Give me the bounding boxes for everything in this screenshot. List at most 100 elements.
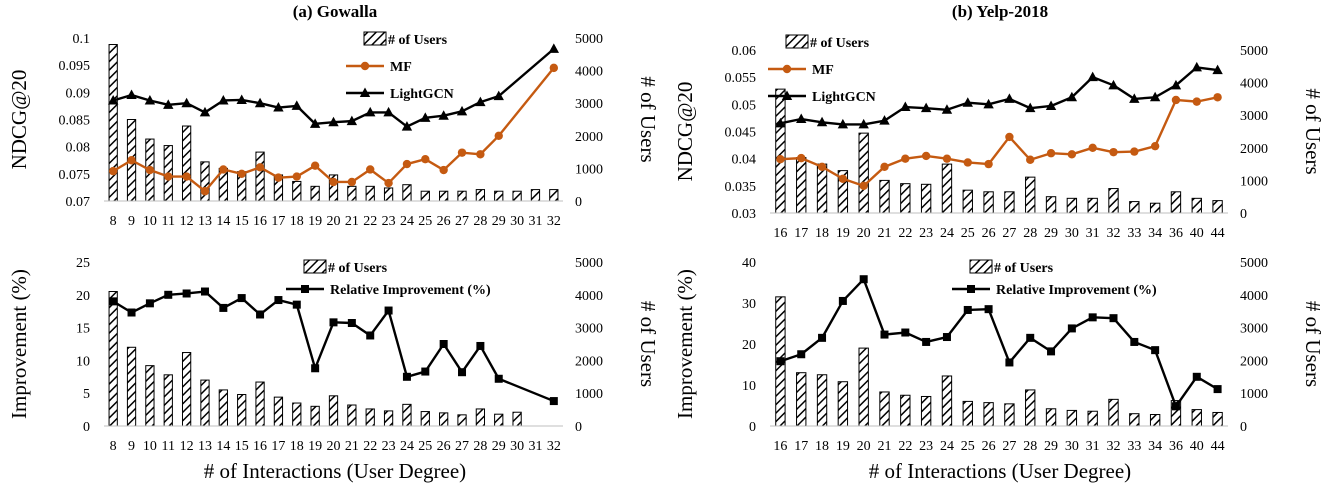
users-bar: [126, 346, 137, 427]
series-marker: [310, 161, 320, 170]
series-marker: [880, 162, 889, 172]
x-tick-label: 33: [1127, 226, 1141, 241]
users-bar: [439, 412, 449, 427]
users-bar: [983, 191, 994, 214]
users-bar: [775, 88, 786, 214]
y-tick-label: 0.08: [66, 141, 91, 156]
legend-label: # of Users: [810, 36, 870, 51]
y2-tick-label: 1000: [1240, 387, 1268, 402]
series-marker: [1213, 93, 1222, 102]
y-tick-label: 0.04: [732, 153, 757, 168]
x-tick-label: 12: [180, 214, 194, 229]
x-tick-label: 11: [162, 214, 175, 229]
series-line: [780, 66, 1218, 126]
x-tick-label: 18: [815, 226, 829, 241]
users-bar: [879, 179, 890, 214]
users-bar: [1066, 197, 1078, 214]
series-marker: [1171, 95, 1181, 105]
series-marker: [1088, 313, 1097, 322]
users-bar: [347, 185, 357, 202]
legend-marker: [301, 285, 309, 293]
series-marker: [493, 90, 504, 101]
series-marker: [942, 333, 951, 342]
series-marker: [1130, 147, 1139, 156]
users-bar: [1212, 411, 1223, 427]
x-tick-label: 32: [547, 214, 561, 229]
x-tick-label: 18: [290, 439, 304, 454]
series-marker: [402, 372, 411, 381]
users-bar: [108, 44, 118, 202]
x-tick-label: 13: [198, 439, 212, 454]
x-tick-label: 25: [418, 439, 432, 454]
y-tick-label: 0: [749, 420, 756, 435]
series-marker: [200, 287, 209, 296]
legend-label: Relative Improvement (%): [330, 283, 491, 298]
series-marker: [818, 333, 827, 342]
x-tick-label: 25: [418, 214, 432, 229]
users-bar: [402, 403, 412, 427]
users-bar: [328, 395, 339, 427]
series-marker: [494, 374, 503, 383]
legend-marker: [359, 87, 371, 97]
legend-bar-swatch: [969, 259, 993, 274]
y-tick-label: 40: [742, 256, 756, 271]
y2-tick-label: 5000: [1240, 44, 1268, 59]
series-marker: [1192, 97, 1201, 106]
series-marker: [1046, 149, 1056, 158]
y-tick-label: 0.075: [59, 168, 91, 183]
legend-marker: [360, 61, 370, 71]
users-bar: [1191, 409, 1202, 427]
users-bar: [1066, 409, 1078, 427]
series-marker: [1149, 91, 1161, 102]
series-marker: [347, 319, 356, 328]
x-tick-label: 27: [455, 439, 469, 454]
users-bar: [1108, 398, 1119, 427]
series-marker: [880, 330, 889, 339]
users-bar: [1004, 403, 1015, 427]
users-bar: [365, 408, 375, 427]
series-marker: [1067, 150, 1077, 159]
users-bar: [255, 381, 265, 427]
y2-tick-label: 2000: [1240, 142, 1268, 157]
legend-label: # of Users: [328, 261, 388, 276]
series-marker: [476, 150, 485, 159]
x-tick-label: 40: [1190, 439, 1204, 454]
legend-label: Relative Improvement (%): [996, 283, 1157, 298]
x-axis-label: # of Interactions (User Degree): [204, 459, 466, 483]
series-marker: [837, 118, 849, 129]
users-bar: [439, 190, 449, 202]
y2-tick-label: 5000: [575, 32, 603, 47]
users-bar: [181, 125, 192, 202]
series-marker: [164, 172, 173, 181]
series-marker: [1067, 324, 1076, 333]
series-marker: [838, 174, 848, 183]
y2-tick-label: 5000: [1240, 256, 1268, 271]
users-bar: [983, 402, 994, 427]
x-tick-label: 31: [1086, 439, 1100, 454]
series-marker: [458, 368, 467, 377]
y2-tick-label: 0: [575, 195, 582, 210]
y2-tick-label: 1000: [1240, 174, 1268, 189]
users-bar: [512, 411, 522, 427]
series-marker: [456, 105, 468, 116]
series-marker: [107, 94, 119, 105]
series-marker: [292, 172, 301, 181]
series-marker: [900, 101, 911, 112]
users-bar: [1087, 410, 1098, 427]
users-bar: [1004, 191, 1015, 214]
series-marker: [1129, 93, 1140, 103]
users-bar: [383, 187, 394, 202]
series-marker: [255, 163, 265, 172]
series-marker: [1047, 347, 1056, 356]
series-marker: [1171, 402, 1180, 411]
x-tick-label: 17: [271, 214, 285, 229]
series-marker: [1213, 385, 1222, 394]
x-tick-label: 23: [919, 439, 933, 454]
users-bar: [163, 374, 173, 427]
x-tick-label: 11: [162, 439, 175, 454]
users-bar: [796, 372, 807, 427]
users-bar: [900, 394, 911, 427]
legend-bar-swatch: [303, 259, 327, 274]
y-tick-label: 0.035: [725, 180, 757, 195]
